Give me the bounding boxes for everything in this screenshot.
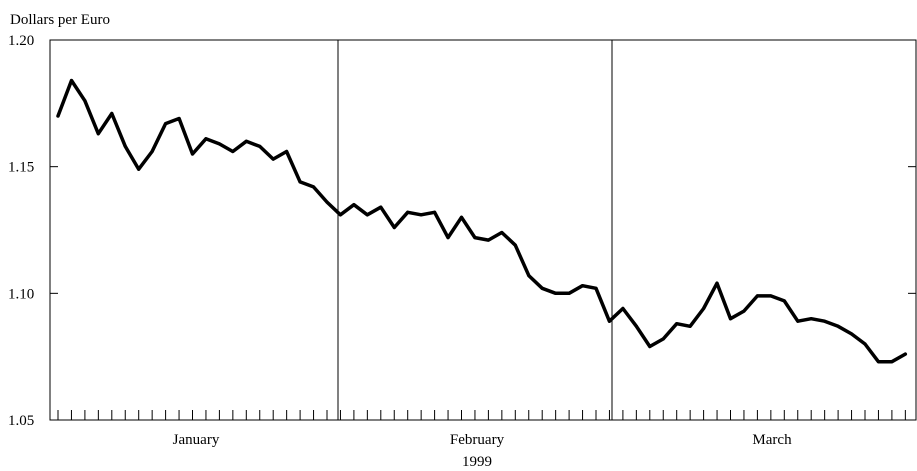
series-line: [56, 78, 908, 364]
data-point: [338, 213, 342, 217]
data-point: [379, 205, 383, 209]
data-point: [285, 150, 289, 153]
y-tick-label: 1.15: [8, 160, 34, 176]
data-point: [258, 144, 262, 148]
data-point: [581, 284, 584, 288]
data-point: [271, 157, 275, 161]
data-point: [406, 210, 410, 214]
data-point: [702, 307, 706, 310]
data-point: [500, 231, 504, 234]
data-point: [392, 226, 396, 229]
data-point: [312, 185, 315, 189]
data-point: [836, 324, 840, 328]
data-point: [150, 150, 154, 153]
data-point: [460, 215, 463, 219]
y-axis-label: Dollars per Euro: [10, 12, 110, 28]
data-point: [876, 360, 880, 364]
data-point: [809, 317, 813, 321]
data-point: [796, 319, 800, 323]
data-point: [850, 332, 853, 336]
series-points: [56, 79, 907, 364]
data-point: [204, 137, 208, 141]
data-point: [890, 360, 894, 364]
data-point: [729, 317, 732, 321]
data-point: [823, 319, 827, 323]
month-label: January: [173, 432, 220, 448]
data-point: [123, 144, 127, 148]
data-point: [688, 324, 692, 328]
data-point: [486, 238, 490, 242]
data-point: [607, 319, 611, 323]
y-tick-label: 1.20: [8, 33, 34, 49]
data-point: [661, 337, 665, 341]
month-label: February: [450, 432, 505, 448]
data-point: [473, 236, 477, 240]
data-point: [567, 291, 571, 295]
data-point: [540, 286, 544, 290]
x-axis-ticks: [57, 410, 906, 420]
data-point: [96, 132, 100, 136]
data-point: [433, 210, 437, 214]
data-point: [755, 294, 759, 298]
data-point: [419, 213, 423, 217]
data-point: [527, 274, 531, 278]
plot-frame: [49, 39, 917, 421]
data-point: [231, 150, 235, 153]
data-point: [110, 112, 114, 115]
data-point: [648, 345, 652, 348]
data-point: [782, 299, 786, 303]
month-dividers: [337, 40, 613, 420]
data-point: [903, 352, 907, 356]
x-axis-label: 1999: [462, 454, 492, 470]
data-point: [621, 307, 625, 310]
data-point: [446, 236, 450, 240]
data-point: [863, 342, 867, 346]
data-point: [70, 79, 73, 82]
data-point: [164, 122, 168, 126]
data-point: [217, 142, 221, 146]
data-point: [298, 180, 302, 184]
data-point: [554, 291, 558, 295]
data-point: [742, 309, 746, 313]
data-point: [137, 167, 141, 171]
month-labels: January February March: [173, 432, 792, 448]
data-point: [594, 286, 598, 290]
data-point: [769, 294, 773, 298]
data-point: [715, 281, 719, 285]
data-point: [83, 99, 87, 103]
data-point: [177, 117, 181, 120]
data-point: [191, 152, 194, 156]
data-point: [634, 324, 638, 328]
data-point: [56, 114, 60, 118]
month-label: March: [752, 432, 792, 448]
data-point: [325, 200, 329, 204]
y-axis-ticks: 1.05 1.10 1.15 1.20: [8, 33, 916, 429]
y-tick-label: 1.10: [8, 286, 34, 302]
data-point: [365, 213, 369, 217]
data-point: [513, 243, 517, 247]
data-point: [675, 322, 679, 326]
data-point: [244, 139, 248, 143]
y-tick-label: 1.05: [8, 413, 34, 429]
data-point: [352, 203, 356, 207]
